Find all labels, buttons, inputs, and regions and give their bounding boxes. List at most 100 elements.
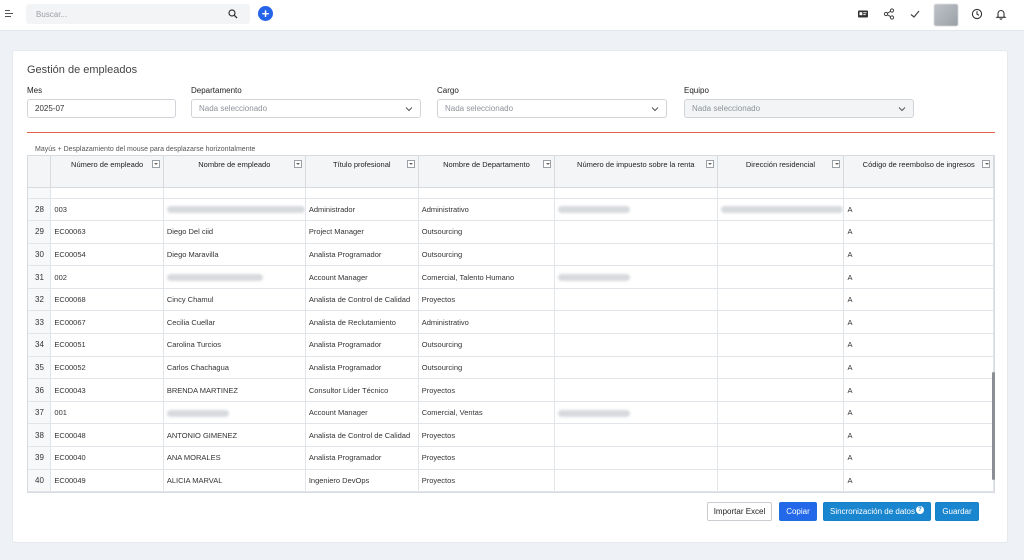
table-cell[interactable]: Carlos Chachagua [163, 356, 306, 380]
table-cell[interactable]: A [843, 265, 994, 289]
table-row[interactable]: 38 EC00048 ANTONIO GIMENEZ Analista de Cont… [28, 423, 994, 448]
vertical-scrollbar[interactable] [992, 372, 995, 480]
table-row[interactable]: 30 EC00054 Diego Maravilla Analista Program… [28, 243, 994, 267]
table-cell[interactable]: Diego Maravilla [163, 243, 306, 267]
table-cell[interactable] [163, 401, 306, 425]
table-cell[interactable] [554, 220, 718, 244]
table-cell[interactable]: A [843, 469, 994, 492]
table-cell[interactable] [717, 220, 845, 244]
id-card-icon[interactable] [857, 8, 869, 20]
table-row[interactable]: 36 EC00043 BRENDA MARTINEZ Consultor Líder … [28, 378, 994, 402]
table-row[interactable]: 33 EC00067 Cecilia Cuellar Analista de Recl… [28, 310, 994, 335]
table-cell[interactable] [717, 265, 845, 289]
table-cell[interactable]: EC00040 [50, 446, 164, 470]
table-cell[interactable]: ANTONIO GIMENEZ [163, 423, 306, 448]
employee-table[interactable]: Número de empleado Nombre de empleado Tí… [27, 155, 995, 493]
search-input[interactable] [26, 4, 216, 24]
team-select[interactable]: Nada seleccionado [684, 99, 914, 118]
filter-icon[interactable] [982, 160, 990, 168]
table-cell[interactable] [717, 198, 845, 222]
column-header[interactable]: Número de empleado [50, 156, 164, 188]
table-cell[interactable]: EC00067 [50, 310, 164, 335]
table-cell[interactable] [554, 469, 718, 492]
column-header[interactable]: Nombre de Departamento [418, 156, 556, 188]
table-cell[interactable]: A [843, 401, 994, 425]
table-cell[interactable]: Proyectos [418, 446, 556, 470]
check-icon[interactable] [909, 8, 921, 20]
table-cell[interactable] [717, 401, 845, 425]
help-icon[interactable]: ? [915, 506, 924, 514]
copy-button[interactable]: Copiar [779, 502, 817, 521]
column-header[interactable]: Título profesional [305, 156, 419, 188]
table-cell[interactable]: Administrativo [418, 310, 556, 335]
table-cell[interactable]: Comercial, Talento Humano [418, 265, 556, 289]
table-cell[interactable]: Outsourcing [418, 333, 556, 357]
table-cell[interactable] [717, 378, 845, 402]
table-row[interactable]: 37 001 Account Manager Comercial, Ventas A [28, 401, 994, 425]
table-cell[interactable] [554, 310, 718, 335]
position-select[interactable]: Nada seleccionado [437, 99, 667, 118]
filter-icon[interactable] [832, 160, 841, 168]
table-cell[interactable]: 002 [50, 265, 164, 289]
table-cell[interactable]: Project Manager [305, 220, 419, 244]
table-cell[interactable]: Analista de Control de Calidad [305, 423, 419, 448]
filter-icon[interactable] [293, 160, 302, 168]
table-cell[interactable]: Carolina Turcios [163, 333, 306, 357]
table-cell[interactable] [554, 446, 718, 470]
table-cell[interactable]: Proyectos [418, 423, 556, 448]
table-cell[interactable]: Analista Programador [305, 356, 419, 380]
table-cell[interactable] [554, 333, 718, 357]
table-cell[interactable]: A [843, 446, 994, 470]
table-cell[interactable]: A [843, 378, 994, 402]
table-cell[interactable]: Cincy Chamul [163, 288, 306, 312]
filter-icon[interactable] [151, 160, 160, 168]
table-cell[interactable]: Diego Del ciid [163, 220, 306, 244]
add-button[interactable]: + [258, 6, 273, 21]
table-cell[interactable] [554, 265, 718, 289]
table-cell[interactable]: BRENDA MARTINEZ [163, 378, 306, 402]
table-cell[interactable] [554, 243, 718, 267]
table-cell[interactable] [717, 243, 845, 267]
table-cell[interactable]: A [843, 356, 994, 380]
menu-icon[interactable] [5, 10, 13, 18]
table-cell[interactable]: Outsourcing [418, 220, 556, 244]
table-cell[interactable]: 003 [50, 198, 164, 222]
column-header[interactable]: Número de impuesto sobre la renta [554, 156, 718, 188]
filter-icon[interactable] [705, 160, 714, 168]
table-cell[interactable]: EC00049 [50, 469, 164, 492]
avatar[interactable] [934, 4, 958, 26]
table-cell[interactable]: Consultor Líder Técnico [305, 378, 419, 402]
table-cell[interactable]: Administrador [305, 198, 419, 222]
table-row[interactable]: 31 002 Account Manager Comercial, Talento H… [28, 265, 994, 289]
table-cell[interactable]: Account Manager [305, 265, 419, 289]
table-cell[interactable]: EC00054 [50, 243, 164, 267]
table-cell[interactable]: A [843, 310, 994, 335]
table-cell[interactable] [163, 198, 306, 222]
table-cell[interactable]: 001 [50, 401, 164, 425]
table-row[interactable]: 40 EC00049 ALICIA MARVAL Ingeniero DevOps Pr… [28, 469, 994, 492]
table-cell[interactable] [717, 333, 845, 357]
table-cell[interactable]: ALICIA MARVAL [163, 469, 306, 492]
table-cell[interactable] [554, 423, 718, 448]
table-cell[interactable]: A [843, 198, 994, 222]
table-cell[interactable]: A [843, 423, 994, 448]
sync-data-button[interactable]: Sincronización de datos? [823, 502, 931, 521]
table-cell[interactable]: ANA MORALES [163, 446, 306, 470]
table-cell[interactable]: A [843, 288, 994, 312]
table-cell[interactable]: Ingeniero DevOps [305, 469, 419, 492]
table-cell[interactable]: A [843, 220, 994, 244]
table-cell[interactable] [554, 378, 718, 402]
table-cell[interactable]: Outsourcing [418, 356, 556, 380]
filter-icon[interactable] [543, 160, 552, 168]
share-icon[interactable] [883, 8, 895, 20]
table-cell[interactable] [163, 265, 306, 289]
table-cell[interactable]: EC00051 [50, 333, 164, 357]
search-icon[interactable] [228, 9, 238, 19]
table-cell[interactable]: Analista Programador [305, 333, 419, 357]
table-cell[interactable] [717, 288, 845, 312]
table-row[interactable]: 28 003 Administrador Administrativo A [28, 198, 994, 222]
table-cell[interactable] [717, 310, 845, 335]
table-cell[interactable]: Administrativo [418, 198, 556, 222]
table-cell[interactable]: Proyectos [418, 378, 556, 402]
table-cell[interactable]: EC00063 [50, 220, 164, 244]
